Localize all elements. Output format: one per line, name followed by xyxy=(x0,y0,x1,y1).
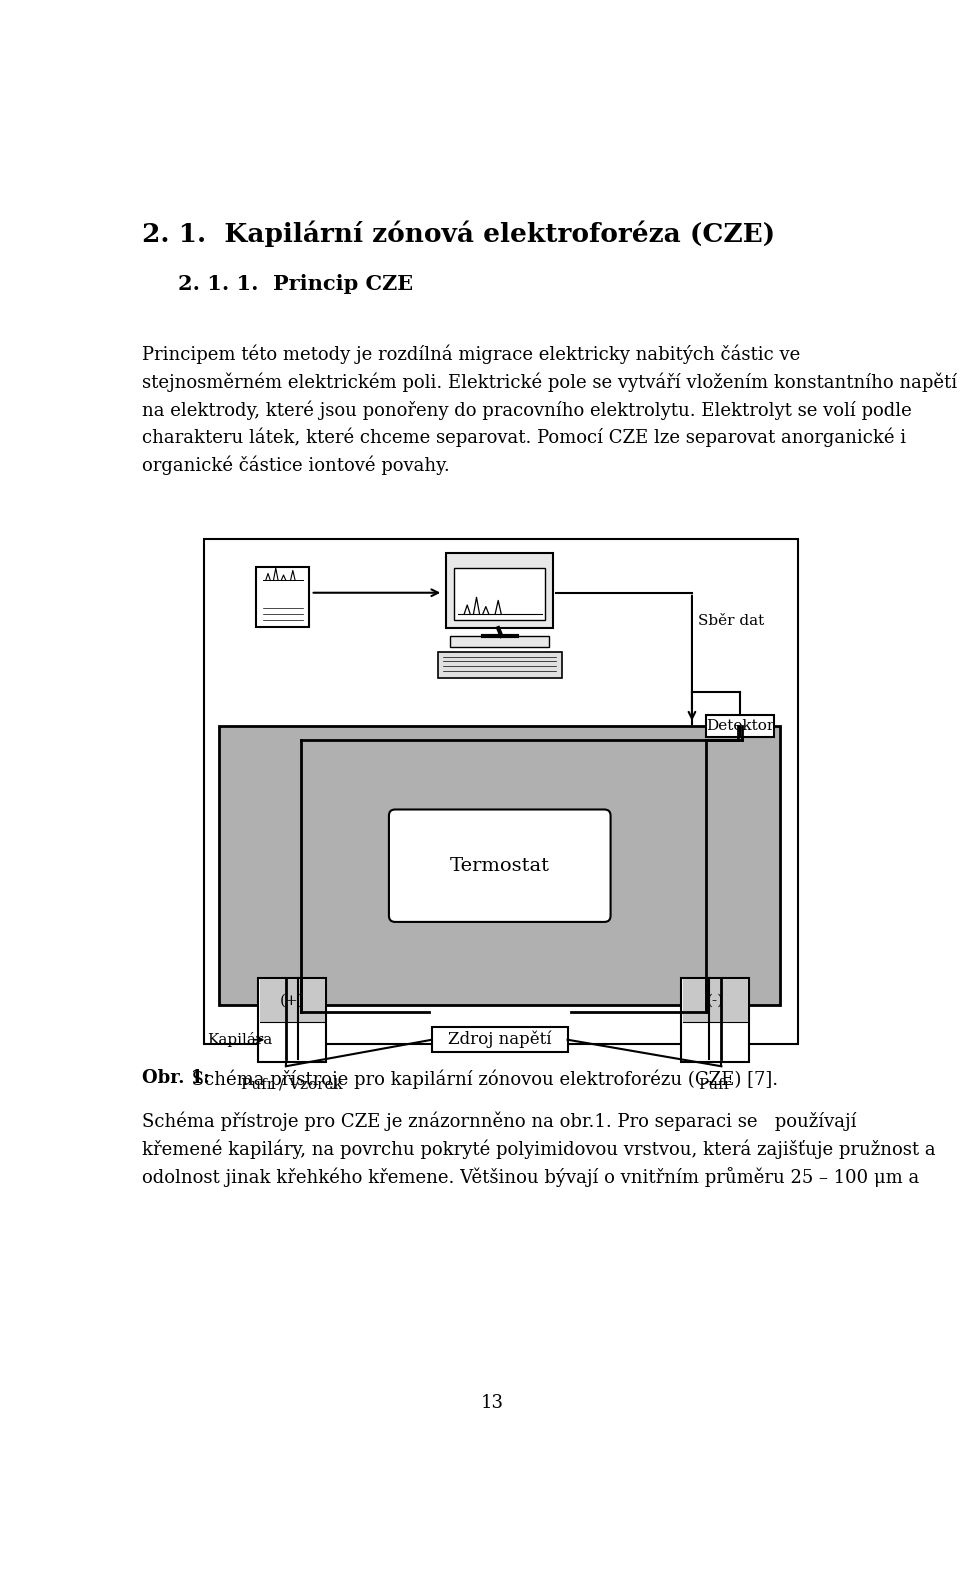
Text: Kapilára: Kapilára xyxy=(206,1032,272,1048)
Text: Termostat: Termostat xyxy=(449,857,550,875)
Text: 2. 1.  Kapilární zónová elektroforéza (CZE): 2. 1. Kapilární zónová elektroforéza (CZ… xyxy=(142,219,775,246)
Bar xyxy=(432,1027,567,1053)
Text: 13: 13 xyxy=(481,1393,503,1412)
Bar xyxy=(683,979,748,1022)
Text: Obr. 1:: Obr. 1: xyxy=(142,1070,209,1088)
Text: stejnosměrném elektrickém poli. Elektrické pole se vytváří vložením konstantního: stejnosměrném elektrickém poli. Elektric… xyxy=(142,372,957,393)
FancyBboxPatch shape xyxy=(438,652,562,679)
Text: Schéma přístroje pro kapilární zónovou elektroforézu (CZE) [7].: Schéma přístroje pro kapilární zónovou e… xyxy=(186,1070,778,1089)
Bar xyxy=(258,978,326,1062)
Text: charakteru látek, které chceme separovat. Pomocí CZE lze separovat anorganické i: charakteru látek, které chceme separovat… xyxy=(142,428,906,447)
Bar xyxy=(259,979,324,1022)
Bar xyxy=(204,539,798,1045)
Text: (+): (+) xyxy=(279,994,304,1008)
Text: organické částice iontové povahy.: organické částice iontové povahy. xyxy=(142,456,449,475)
Text: 2. 1. 1.  Princip CZE: 2. 1. 1. Princip CZE xyxy=(179,273,413,294)
Bar xyxy=(446,553,553,628)
Text: Sběr dat: Sběr dat xyxy=(698,614,764,628)
Text: odolnost jinak křehkého křemene. Většinou bývají o vnitřním průměru 25 – 100 μm : odolnost jinak křehkého křemene. Většino… xyxy=(142,1167,919,1188)
Bar xyxy=(681,978,750,1062)
Text: (-): (-) xyxy=(707,994,724,1008)
Bar xyxy=(256,566,309,626)
FancyBboxPatch shape xyxy=(389,809,611,922)
Text: Detektor: Detektor xyxy=(706,719,774,733)
Text: na elektrody, které jsou ponořeny do pracovního elektrolytu. Elektrolyt se volí : na elektrody, které jsou ponořeny do pra… xyxy=(142,401,911,420)
Text: Principem této metody je rozdílná migrace elektricky nabitých částic ve: Principem této metody je rozdílná migrac… xyxy=(142,345,800,364)
Bar xyxy=(219,727,780,1005)
Text: Zdroj napětí: Zdroj napětí xyxy=(448,1030,551,1048)
Bar xyxy=(450,636,549,647)
Bar xyxy=(454,568,545,620)
Text: Schéma přístroje pro CZE je znázornněno na obr.1. Pro separaci se   používají: Schéma přístroje pro CZE je znázornněno … xyxy=(142,1111,856,1130)
Bar xyxy=(706,716,774,736)
Text: křemené kapiláry, na povrchu pokryté polyimidovou vrstvou, která zajišťuje pružn: křemené kapiláry, na povrchu pokryté pol… xyxy=(142,1140,935,1159)
Text: Pufr / Vzorek: Pufr / Vzorek xyxy=(241,1078,343,1092)
Text: Pufr: Pufr xyxy=(699,1078,732,1092)
